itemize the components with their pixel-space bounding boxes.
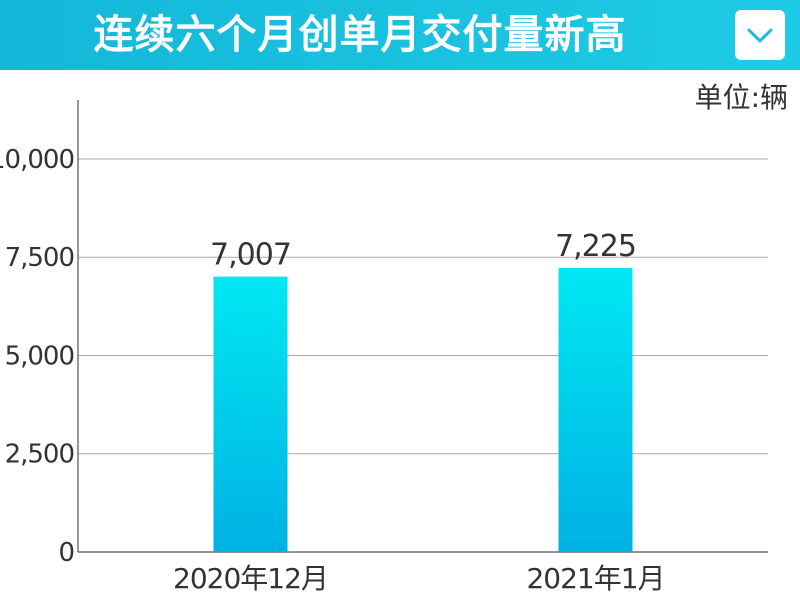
- page-title: 连续六个月创单月交付量新高: [93, 12, 627, 58]
- labels: 0 2,500 5,000 7,500 10,000 7,007 2020年12月 7,225…: [0, 145, 666, 595]
- dropdown-button[interactable]: [735, 10, 785, 60]
- axes: [77, 100, 768, 553]
- y-tick-label: 10,000: [0, 145, 74, 175]
- header-bar: 连续六个月创单月交付量新高: [0, 0, 800, 70]
- bar: [558, 268, 633, 552]
- y-tick-label: 0: [58, 538, 74, 568]
- y-tick-label: 7,500: [5, 243, 74, 273]
- bar: [213, 276, 288, 552]
- x-category-label: 2021年1月: [526, 562, 664, 595]
- grid-lines: [78, 158, 768, 455]
- bar-value-label: 7,007: [210, 238, 291, 273]
- bars: [213, 268, 633, 552]
- y-tick-label: 5,000: [5, 341, 74, 371]
- y-tick-label: 2,500: [5, 440, 74, 470]
- chevron-down-icon: [747, 28, 773, 43]
- x-category-label: 2020年12月: [173, 562, 328, 595]
- bar-value-label: 7,225: [555, 229, 636, 264]
- unit-label: 单位:辆: [694, 81, 788, 114]
